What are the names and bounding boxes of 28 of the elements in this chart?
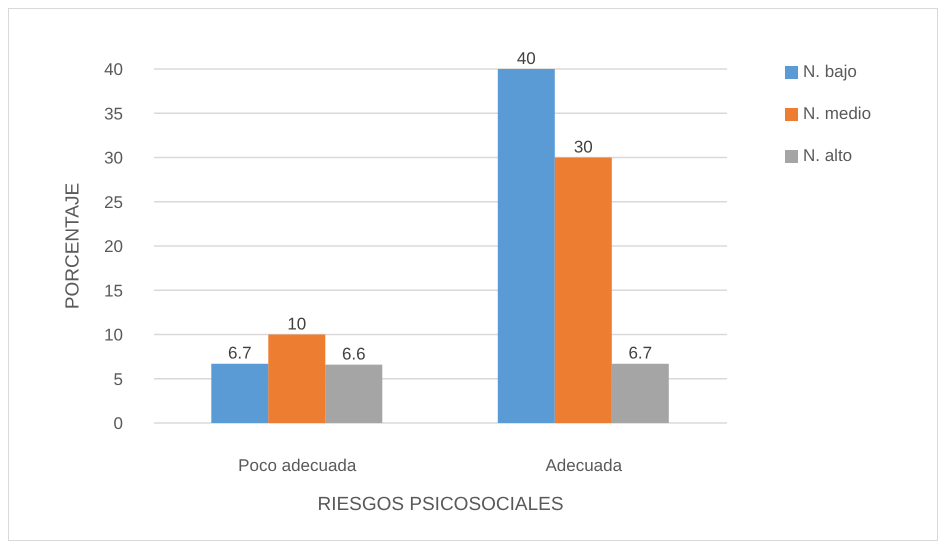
data-label: 6.7 [628,344,652,363]
y-tick-label: 5 [114,370,123,389]
data-label: 6.7 [228,344,252,363]
y-tick-label: 10 [104,326,123,345]
y-tick-label: 20 [104,237,123,256]
y-tick-label: 15 [104,281,123,300]
y-tick-label: 40 [104,60,123,80]
x-axis-title: RIESGOS PSICOSOCIALES [317,494,564,515]
x-tick-label: Adecuada [545,456,623,476]
bar [612,364,669,423]
bar [268,334,326,423]
data-label: 40 [516,49,536,68]
y-tick-label: 30 [104,148,123,168]
data-label: 6.6 [342,344,366,364]
bar [325,364,382,423]
bar [211,364,268,423]
y-tick-label: 0 [114,414,123,434]
y-tick-label: 35 [104,104,123,124]
legend-label: N. bajo [803,62,857,82]
legend-label: N. alto [803,146,852,166]
bar [498,69,555,423]
legend-label: N. medio [803,104,872,124]
data-label: 30 [574,138,593,156]
y-axis-title: PORCENTAJE [62,182,84,310]
x-tick-label: Poco adecuada [238,456,357,476]
data-label: 10 [287,314,306,334]
y-tick-label: 25 [104,192,123,212]
bar [554,158,612,423]
